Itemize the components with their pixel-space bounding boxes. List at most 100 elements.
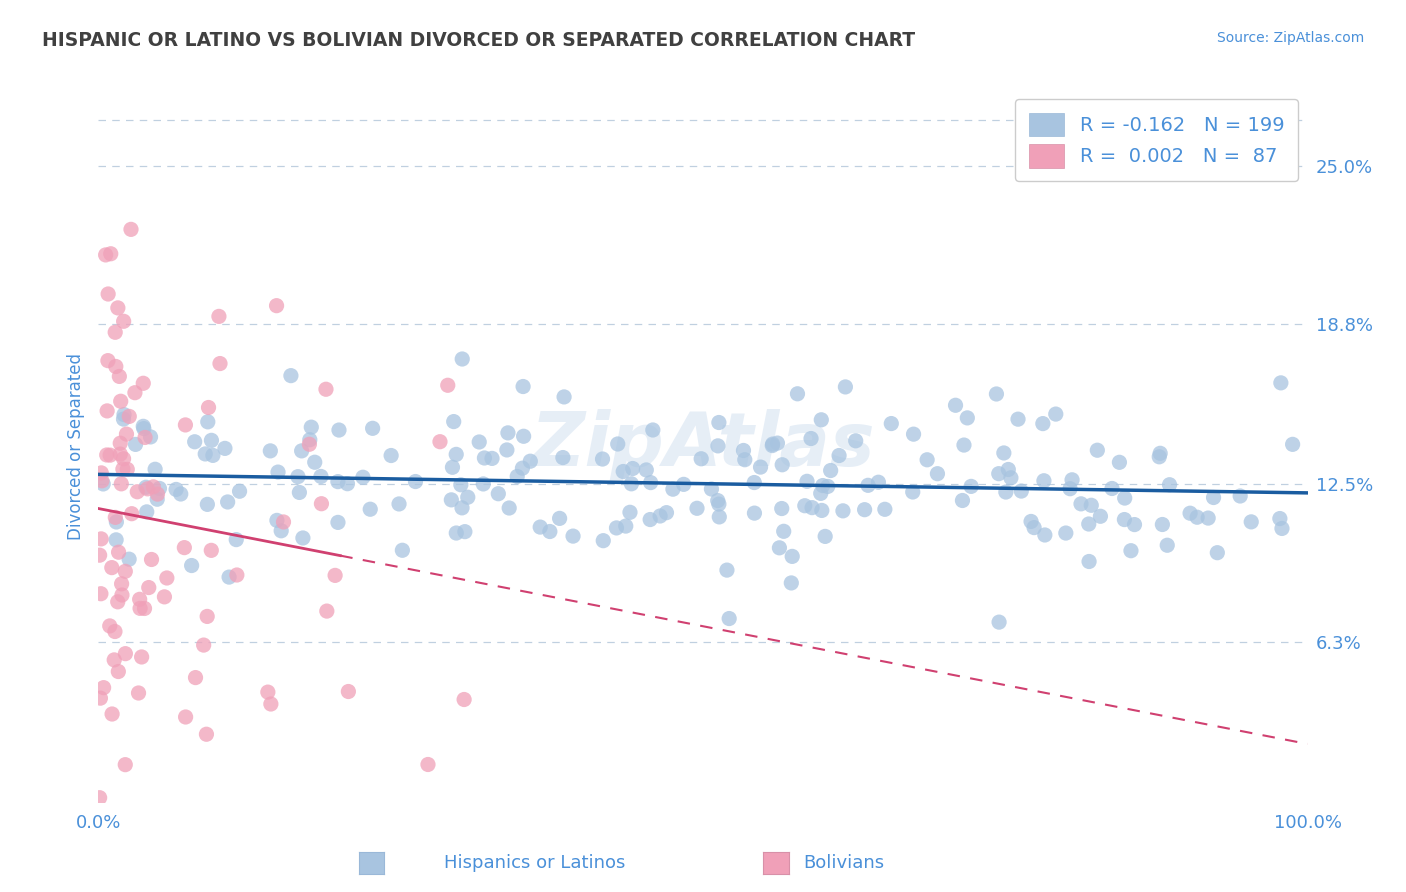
- Point: [496, 442, 519, 457]
- Point: [927, 467, 949, 481]
- Point: [440, 492, 463, 507]
- Point: [1085, 443, 1108, 458]
- Point: [96, 404, 118, 418]
- Point: [1060, 473, 1083, 487]
- Point: [114, 757, 136, 772]
- Point: [457, 490, 479, 504]
- Point: [1185, 510, 1208, 524]
- Point: [450, 477, 472, 491]
- Point: [124, 437, 146, 451]
- Point: [174, 417, 197, 432]
- Point: [486, 487, 509, 501]
- Point: [112, 412, 135, 426]
- Point: [110, 447, 132, 461]
- Point: [810, 503, 832, 517]
- Point: [89, 691, 111, 706]
- Point: [146, 492, 169, 507]
- Point: [706, 493, 728, 508]
- Point: [218, 570, 240, 584]
- Point: [405, 475, 427, 489]
- Point: [1090, 509, 1112, 524]
- Point: [153, 590, 176, 604]
- Point: [107, 301, 129, 315]
- Point: [104, 359, 127, 374]
- Point: [766, 436, 789, 450]
- Point: [118, 552, 141, 566]
- Point: [124, 385, 146, 400]
- Point: [953, 438, 976, 452]
- Point: [481, 451, 503, 466]
- Point: [257, 685, 280, 699]
- Point: [266, 513, 288, 527]
- Point: [641, 423, 664, 437]
- Point: [315, 382, 337, 396]
- Point: [519, 454, 541, 468]
- Point: [444, 447, 467, 461]
- Point: [336, 476, 359, 491]
- Point: [592, 452, 614, 467]
- Point: [468, 434, 491, 449]
- Point: [195, 727, 218, 741]
- Point: [1114, 512, 1136, 526]
- Point: [134, 430, 156, 444]
- Point: [1281, 437, 1303, 451]
- Point: [845, 434, 868, 448]
- Point: [100, 246, 122, 260]
- Point: [512, 379, 534, 393]
- Point: [183, 434, 205, 449]
- Point: [512, 461, 534, 475]
- Point: [672, 477, 695, 491]
- Point: [135, 505, 157, 519]
- Point: [112, 451, 135, 466]
- Point: [101, 706, 124, 721]
- Point: [98, 619, 121, 633]
- Point: [620, 476, 643, 491]
- Point: [118, 409, 141, 424]
- Point: [1054, 526, 1077, 541]
- Point: [832, 504, 855, 518]
- Point: [270, 524, 292, 538]
- Point: [110, 577, 132, 591]
- Point: [454, 524, 477, 539]
- Point: [352, 470, 374, 484]
- Point: [225, 533, 247, 547]
- Point: [170, 487, 193, 501]
- Text: Source: ZipAtlas.com: Source: ZipAtlas.com: [1216, 31, 1364, 45]
- Point: [744, 506, 766, 520]
- Point: [780, 549, 803, 564]
- Point: [945, 398, 967, 412]
- Point: [197, 401, 219, 415]
- Point: [718, 611, 741, 625]
- Point: [146, 487, 169, 501]
- Point: [707, 416, 730, 430]
- Point: [690, 451, 713, 466]
- Point: [1078, 554, 1101, 568]
- Point: [291, 443, 314, 458]
- Point: [709, 509, 731, 524]
- Point: [956, 410, 979, 425]
- Point: [548, 511, 571, 525]
- Point: [834, 380, 856, 394]
- Point: [132, 419, 155, 434]
- Point: [359, 502, 381, 516]
- Point: [101, 560, 124, 574]
- Point: [1119, 543, 1142, 558]
- Point: [323, 568, 346, 582]
- Point: [98, 448, 121, 462]
- Point: [621, 461, 644, 475]
- Point: [1077, 516, 1099, 531]
- Point: [1270, 376, 1292, 390]
- Point: [1000, 471, 1022, 485]
- Point: [811, 478, 834, 492]
- Point: [193, 638, 215, 652]
- Point: [810, 413, 832, 427]
- Point: [451, 351, 474, 366]
- Point: [1178, 506, 1201, 520]
- Point: [474, 450, 496, 465]
- Point: [1032, 417, 1054, 431]
- Point: [960, 479, 983, 493]
- Legend: R = -0.162   N = 199, R =  0.002   N =  87: R = -0.162 N = 199, R = 0.002 N = 87: [1015, 99, 1298, 181]
- Point: [298, 433, 321, 447]
- Point: [416, 757, 439, 772]
- Point: [298, 437, 321, 451]
